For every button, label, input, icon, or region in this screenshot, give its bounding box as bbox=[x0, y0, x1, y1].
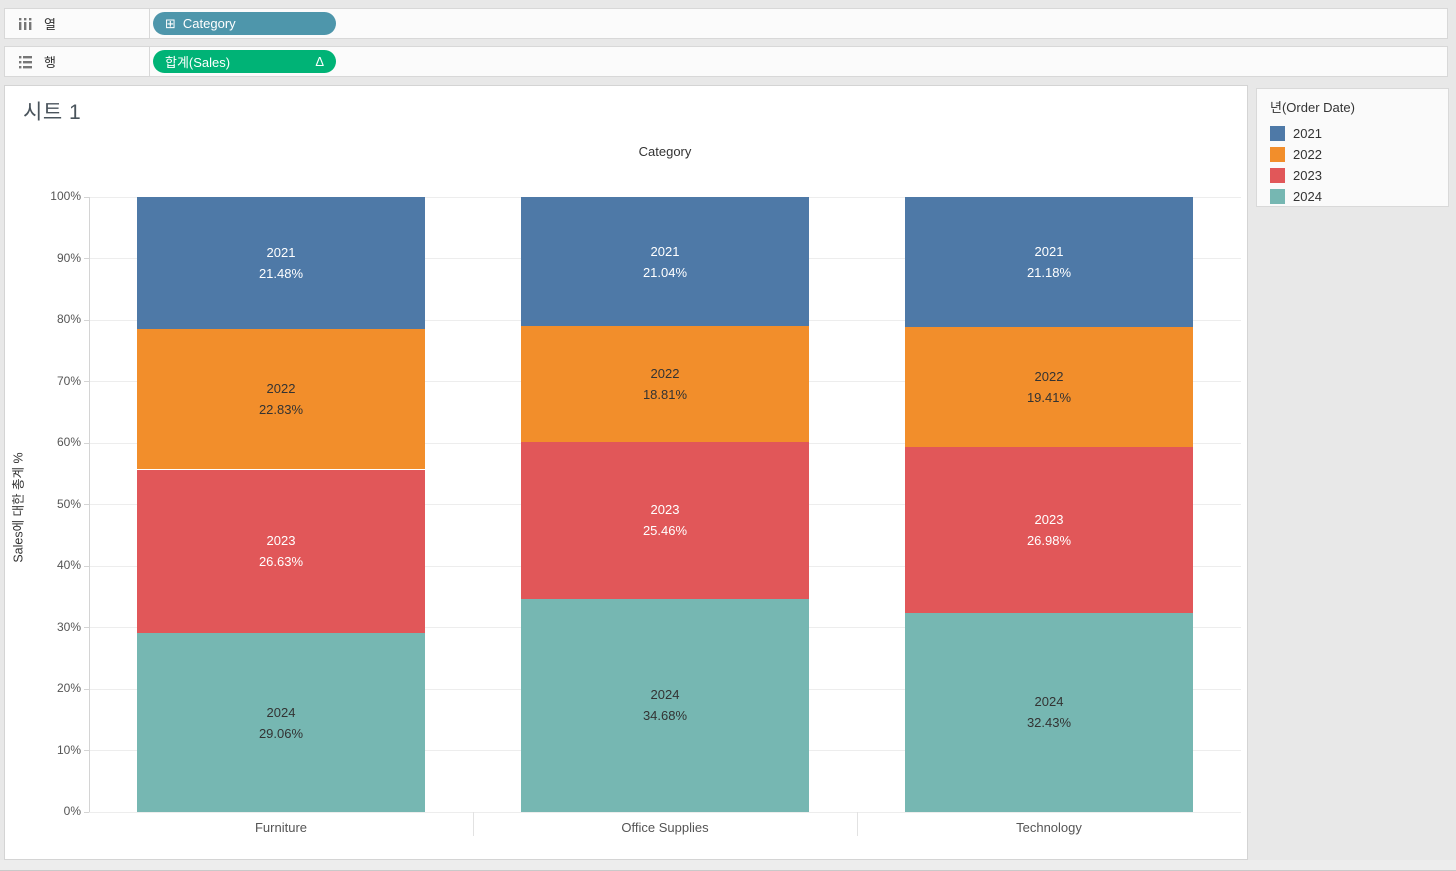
bar-segment-2022-furniture[interactable] bbox=[137, 329, 425, 470]
y-tick-label: 80% bbox=[56, 312, 81, 326]
axis-tick bbox=[84, 565, 89, 567]
columns-shelf[interactable]: 열 ⊞ Category bbox=[4, 8, 1448, 39]
y-tick-label: 40% bbox=[56, 558, 81, 572]
rows-pill-sum-sales[interactable]: 합계(Sales) Δ bbox=[153, 50, 336, 73]
bar-segment-2024-office-supplies[interactable] bbox=[521, 598, 809, 812]
expand-plus-icon[interactable]: ⊞ bbox=[165, 15, 176, 31]
rows-shelf-label: 행 bbox=[5, 47, 150, 76]
columns-pill-label: Category bbox=[182, 16, 236, 31]
y-axis-line bbox=[89, 197, 90, 812]
legend-swatch[interactable] bbox=[1270, 126, 1285, 141]
x-category-label: Furniture bbox=[254, 820, 308, 835]
y-tick-label: 0% bbox=[63, 804, 81, 818]
columns-pill-category[interactable]: ⊞ Category bbox=[153, 12, 336, 35]
y-axis-title: Sales에 대한 총계 % bbox=[11, 452, 26, 563]
axis-tick bbox=[84, 688, 89, 690]
bar-segment-2024-furniture[interactable] bbox=[137, 633, 425, 812]
rows-shelf[interactable]: 행 합계(Sales) Δ bbox=[4, 46, 1448, 77]
bar-segment-2023-furniture[interactable] bbox=[137, 469, 425, 634]
x-category-label: Technology bbox=[1016, 820, 1082, 835]
y-tick-label: 90% bbox=[56, 250, 81, 265]
column-field-header: Category bbox=[638, 144, 692, 159]
axis-tick bbox=[84, 811, 89, 813]
legend-swatch[interactable] bbox=[1270, 189, 1285, 204]
axis-tick bbox=[84, 319, 89, 321]
legend-label: 2024 bbox=[1293, 189, 1322, 204]
bar-segment-2023-office-supplies[interactable] bbox=[521, 442, 809, 599]
legend-swatch[interactable] bbox=[1270, 168, 1285, 183]
axis-tick bbox=[84, 258, 89, 259]
bar-segment-2021-furniture[interactable] bbox=[137, 197, 425, 330]
y-tick-label: 50% bbox=[56, 496, 81, 511]
bar-segment-2021-technology[interactable] bbox=[905, 197, 1193, 328]
sheet-title: 시트 1 bbox=[23, 101, 82, 124]
rows-shelf-text: 행 bbox=[44, 55, 56, 70]
pane-divider bbox=[473, 812, 474, 836]
bar-segment-2024-technology[interactable] bbox=[905, 612, 1193, 812]
columns-icon bbox=[18, 17, 33, 31]
rows-pill-label: 합계(Sales) bbox=[165, 55, 231, 70]
axis-tick bbox=[84, 750, 89, 751]
columns-shelf-text: 열 bbox=[44, 17, 56, 32]
bar-segment-2021-office-supplies[interactable] bbox=[521, 197, 809, 327]
x-category-label: Office Supplies bbox=[621, 820, 709, 835]
y-tick-label: 70% bbox=[56, 373, 81, 388]
pane-divider bbox=[857, 812, 858, 836]
delta-percent-icon[interactable]: Δ bbox=[315, 54, 324, 69]
columns-shelf-label: 열 bbox=[5, 9, 150, 38]
legend-item[interactable]: 2024 bbox=[1270, 186, 1448, 207]
y-tick-label: 30% bbox=[56, 619, 81, 634]
legend-item[interactable]: 2022 bbox=[1270, 144, 1448, 165]
rows-icon bbox=[18, 55, 33, 69]
legend-item[interactable]: 2021 bbox=[1270, 123, 1448, 144]
axis-tick bbox=[84, 196, 89, 198]
legend-label: 2023 bbox=[1293, 168, 1322, 183]
axis-tick bbox=[84, 504, 89, 505]
bar-segment-2022-technology[interactable] bbox=[905, 327, 1193, 447]
legend-item[interactable]: 2023 bbox=[1270, 165, 1448, 186]
y-tick-label: 60% bbox=[56, 435, 81, 449]
axis-tick bbox=[84, 442, 89, 444]
bar-segment-2022-office-supplies[interactable] bbox=[521, 326, 809, 443]
bar-segment-2023-technology[interactable] bbox=[905, 446, 1193, 613]
worksheet: 시트 1 Category Sales에 대한 총계 % 0% 10% 20% 30%… bbox=[4, 85, 1248, 860]
y-tick-label: 10% bbox=[56, 742, 81, 757]
bottom-strip bbox=[0, 860, 1456, 871]
axis-tick bbox=[84, 627, 89, 628]
legend-label: 2021 bbox=[1293, 126, 1322, 141]
legend-label: 2022 bbox=[1293, 147, 1322, 162]
y-tick-label: 100% bbox=[50, 189, 81, 203]
legend-title: 년(Order Date) bbox=[1270, 100, 1355, 115]
legend-card[interactable]: 년(Order Date) 2021 2022 2023 2024 bbox=[1256, 88, 1449, 207]
axis-tick bbox=[84, 381, 89, 382]
legend-swatch[interactable] bbox=[1270, 147, 1285, 162]
legend-items: 2021 2022 2023 2024 bbox=[1270, 123, 1448, 207]
gridline bbox=[89, 811, 1241, 813]
y-tick-label: 20% bbox=[56, 681, 81, 695]
